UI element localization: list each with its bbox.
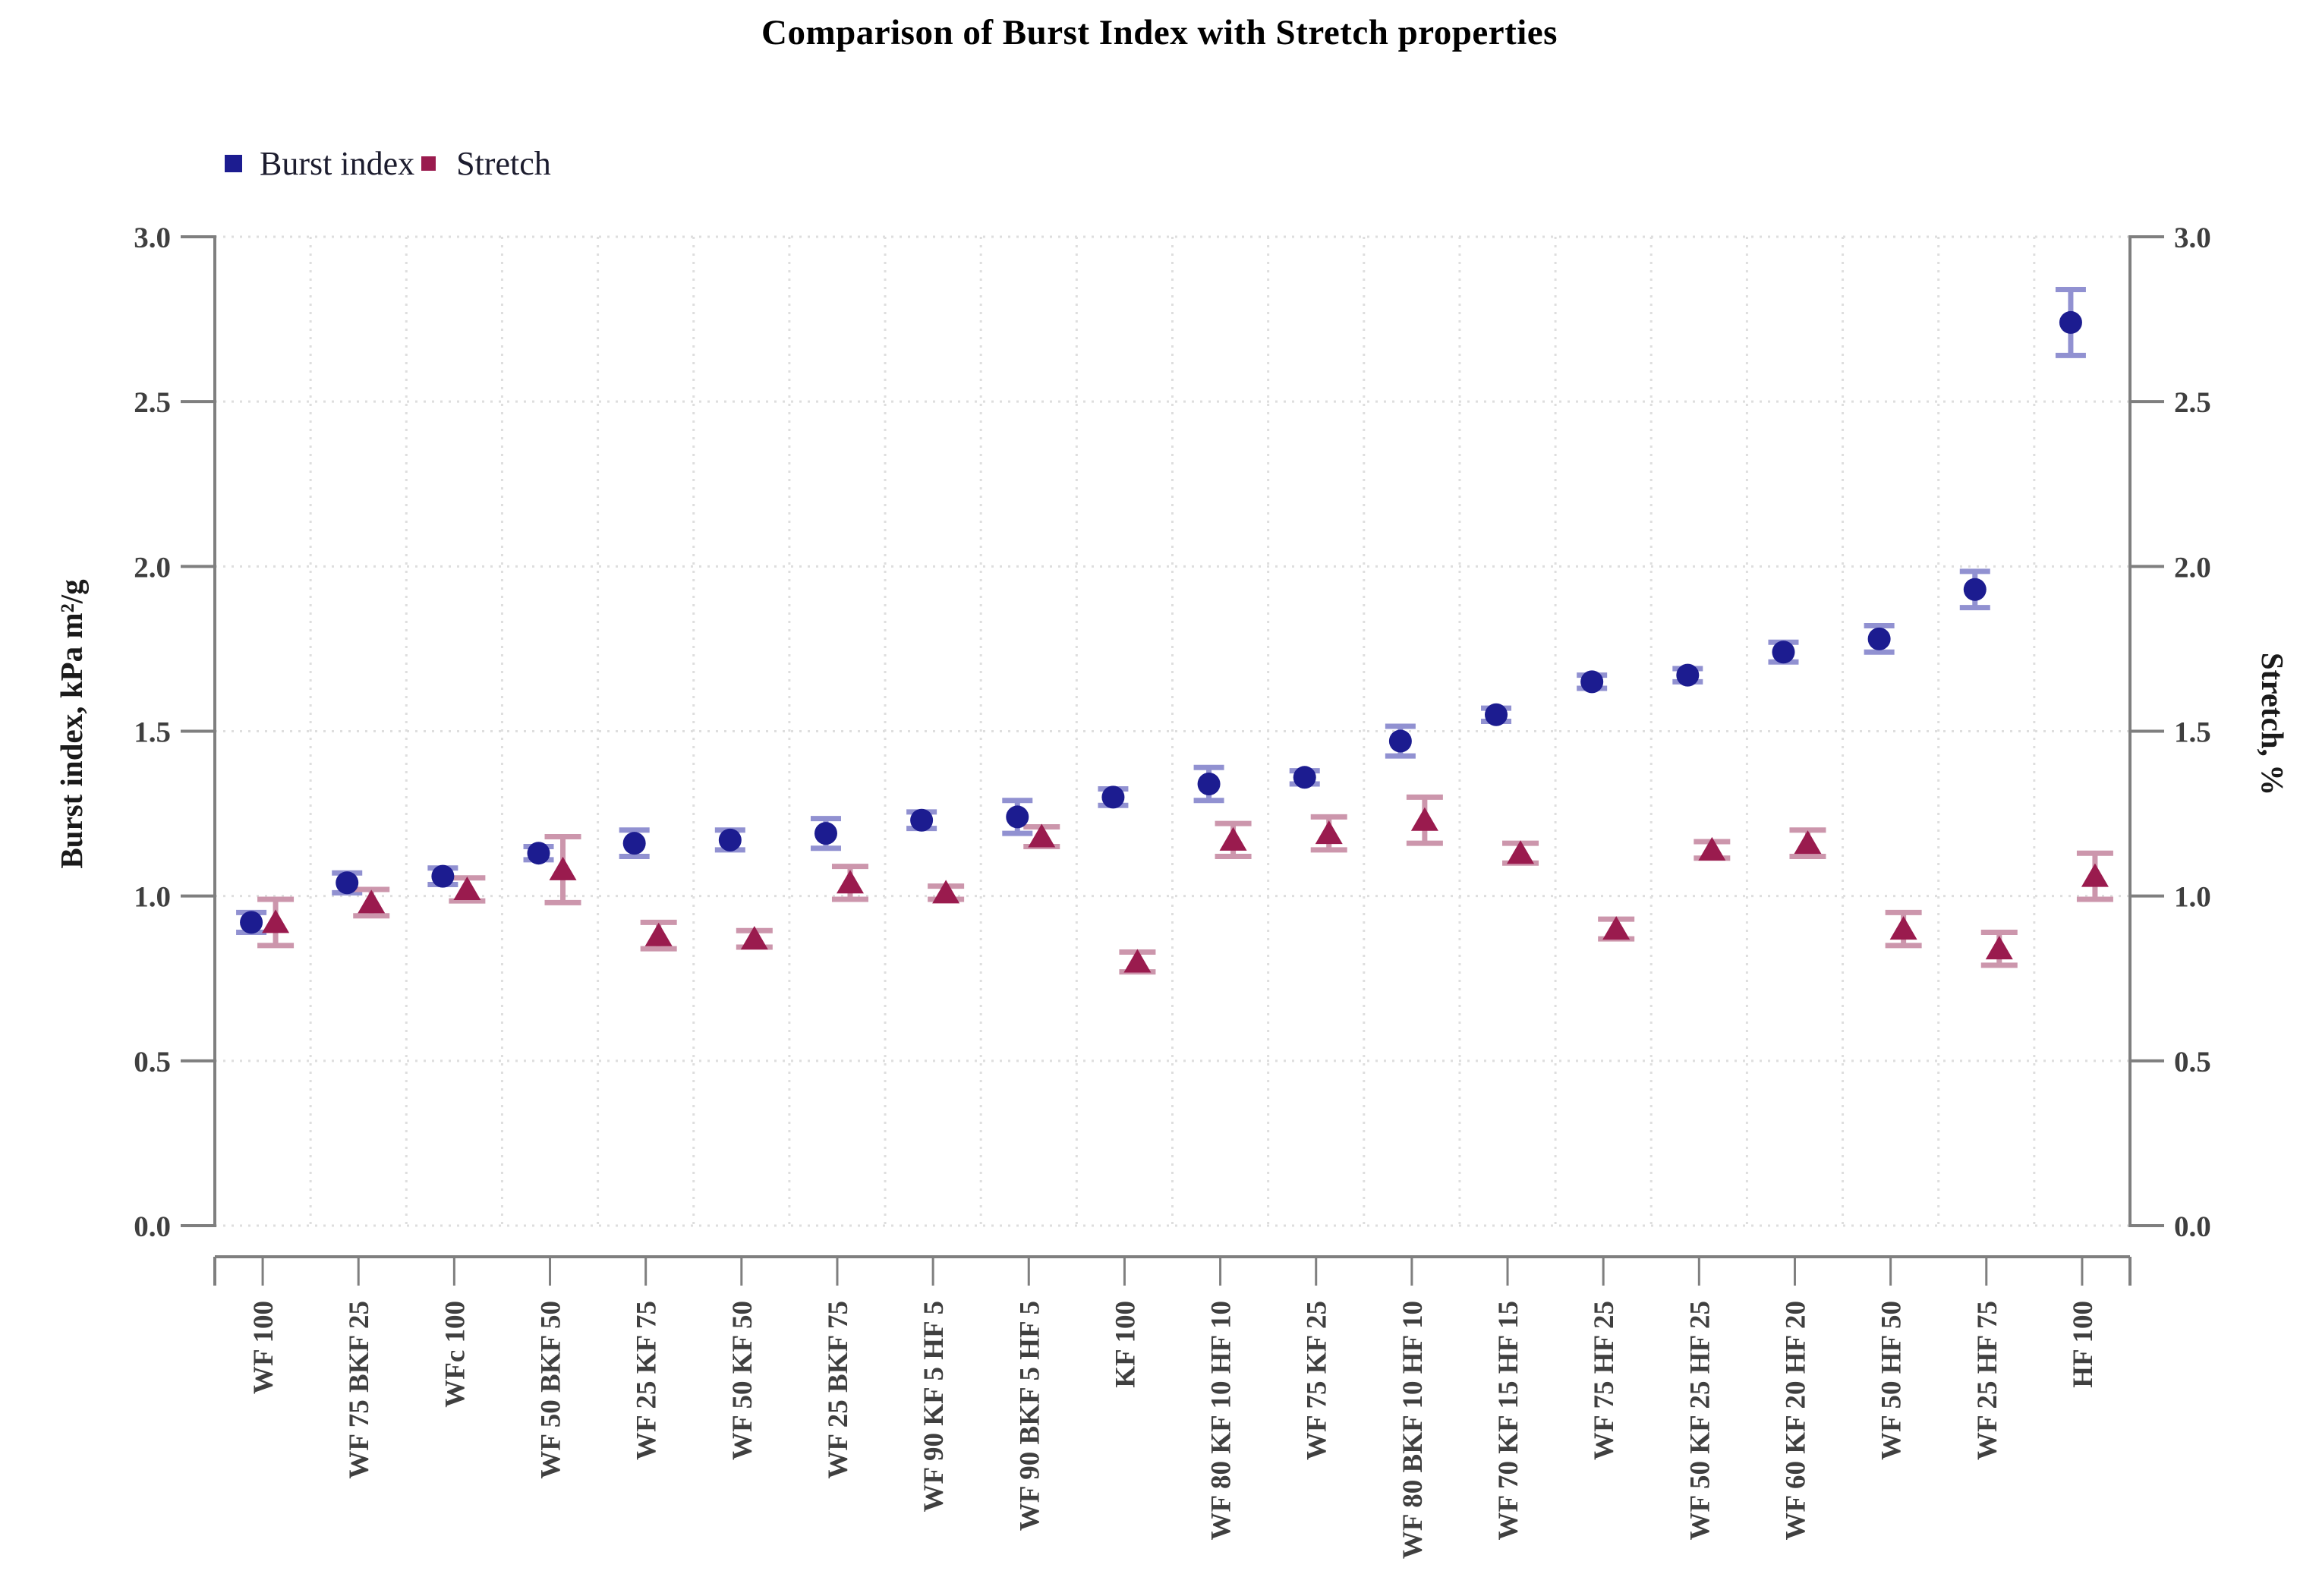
- stretch-data-point: [1985, 936, 2013, 960]
- burst-index-data-point: [431, 864, 455, 888]
- x-axis-category-label: WF 50 KF 25 HF 25: [1684, 1301, 1716, 1541]
- burst-index-data-point: [2059, 310, 2082, 334]
- right-axis-tick-label: 2.5: [2174, 386, 2211, 419]
- stretch-data-point: [740, 926, 768, 950]
- stretch-data-point: [932, 880, 960, 904]
- burst-index-legend-swatch: [225, 155, 242, 172]
- stretch-data-point: [1219, 826, 1247, 851]
- stretch-data-point: [358, 889, 386, 914]
- x-axis-category-label: KF 100: [1110, 1301, 1141, 1388]
- right-axis-tick-label: 1.5: [2174, 716, 2211, 749]
- chart-title: Comparison of Burst Index with Stretch p…: [761, 13, 1558, 52]
- right-axis-tick-label: 0.0: [2174, 1210, 2211, 1243]
- legend: Burst index Stretch: [225, 144, 551, 183]
- burst-index-data-point: [622, 832, 646, 855]
- burst-index-legend-label: Burst index: [260, 145, 415, 182]
- burst-index-data-point: [1006, 805, 1029, 829]
- x-axis-category-label: WF 25 KF 75: [632, 1301, 663, 1460]
- x-axis-category-label: WF 75 KF 25: [1302, 1301, 1333, 1460]
- burst-index-data-point: [718, 828, 742, 852]
- left-axis-tick-label: 2.5: [134, 386, 171, 419]
- burst-index-data-point: [1388, 729, 1412, 753]
- stretch-data-point: [1889, 916, 1917, 940]
- stretch-data-point: [1315, 820, 1343, 845]
- stretch-data-point: [1698, 836, 1726, 861]
- stretch-data-point: [1123, 949, 1152, 973]
- stretch-data-point: [644, 922, 673, 946]
- x-axis-category-label: HF 100: [2068, 1301, 2099, 1388]
- left-axis-tick-label: 2.0: [134, 551, 171, 584]
- stretch-data-point: [262, 909, 290, 933]
- burst-index-data-point: [1197, 772, 1221, 795]
- x-axis-category-label: WF 90 KF 5 HF 5: [918, 1301, 950, 1513]
- stretch-data-point: [1794, 830, 1822, 855]
- burst-index-data-point: [1867, 627, 1891, 650]
- x-axis-category-label: WFc 100: [440, 1301, 471, 1408]
- stretch-data-point: [1602, 916, 1631, 940]
- stretch-data-point: [1507, 840, 1535, 864]
- stretch-data-point: [836, 870, 864, 894]
- stretch-data-point: [2081, 863, 2109, 887]
- x-axis-category-label: WF 100: [248, 1301, 279, 1394]
- x-axis-category-label: WF 25 HF 75: [1972, 1301, 2003, 1460]
- x-axis-category-label: WF 75 BKF 25: [344, 1301, 375, 1479]
- burst-index-data-point: [1101, 785, 1125, 809]
- x-axis-category-label: WF 25 BKF 75: [823, 1301, 854, 1479]
- stretch-data-point: [549, 856, 577, 880]
- x-axis-category-label: WF 70 KF 15 HF 15: [1493, 1301, 1524, 1541]
- x-axis-category-label: WF 60 KF 20 HF 20: [1780, 1301, 1811, 1541]
- x-axis-category-label: WF 80 BKF 10 HF 10: [1397, 1301, 1429, 1559]
- left-axis-tick-label: 1.5: [134, 716, 171, 749]
- burst-index-data-point: [1963, 578, 1987, 601]
- burst-index-data-point: [1772, 641, 1795, 664]
- burst-index-data-point: [814, 822, 837, 845]
- x-axis-category-label: WF 90 BKF 5 HF 5: [1014, 1301, 1045, 1531]
- left-axis-tick-label: 0.0: [134, 1210, 171, 1243]
- right-axis-tick-label: 2.0: [2174, 551, 2211, 584]
- burst-index-data-point: [240, 911, 263, 934]
- stretch-data-point: [453, 876, 481, 900]
- x-axis-category-label: WF 50 KF 50: [727, 1301, 758, 1460]
- right-axis-tick-label: 3.0: [2174, 222, 2211, 254]
- burst-index-data-point: [1293, 766, 1316, 789]
- stretch-data-point: [1410, 807, 1438, 831]
- left-axis-tick-label: 0.5: [134, 1046, 171, 1078]
- burst-index-data-point: [1676, 663, 1700, 687]
- x-axis-category-label: WF 50 BKF 50: [536, 1301, 567, 1479]
- right-axis-tick-label: 1.0: [2174, 881, 2211, 914]
- left-axis-tick-label: 3.0: [134, 222, 171, 254]
- stretch-legend-swatch: [421, 156, 436, 171]
- x-axis-category-label: WF 75 HF 25: [1589, 1301, 1620, 1460]
- x-axis-category-label: WF 80 KF 10 HF 10: [1206, 1301, 1237, 1541]
- burst-index-data-point: [527, 842, 550, 865]
- x-axis-category-label: WF 50 HF 50: [1876, 1301, 1908, 1460]
- stretch-data-point: [1028, 823, 1056, 848]
- right-axis-tick-label: 0.5: [2174, 1046, 2211, 1078]
- burst-index-data-point: [1580, 670, 1604, 694]
- burst-index-data-point: [1485, 703, 1508, 726]
- burst-index-data-point: [336, 871, 359, 895]
- left-axis-tick-label: 1.0: [134, 881, 171, 914]
- burst-index-data-point: [910, 808, 934, 832]
- stretch-legend-label: Stretch: [456, 145, 551, 182]
